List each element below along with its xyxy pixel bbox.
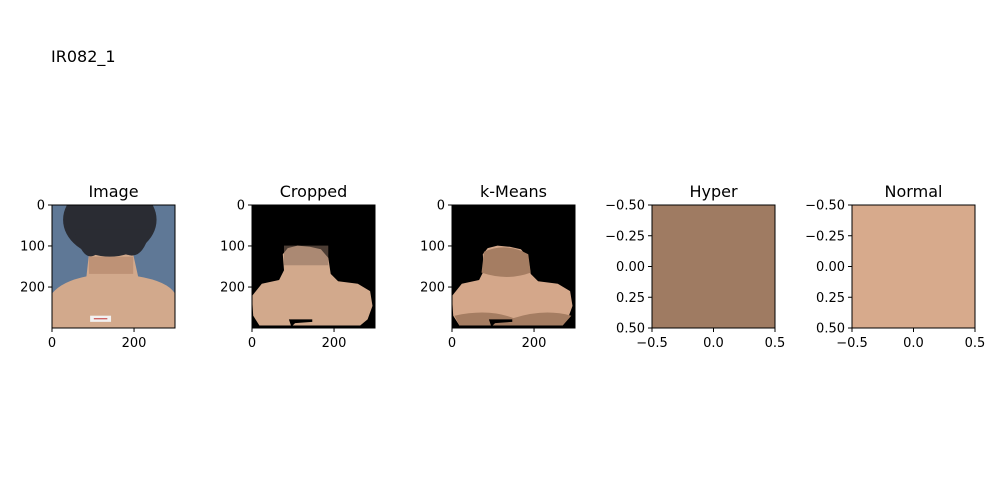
x-tick-label: 0	[248, 336, 256, 351]
panel-swatch: Normal −0.5 0.0 0.5 −0.50 −0.25 0.00 0.25 0.50	[805, 182, 985, 351]
back-skin	[52, 254, 175, 328]
x-tick-label: −0.5	[636, 336, 668, 351]
x-tick-label: 0.0	[903, 336, 924, 351]
neck-dark-area	[283, 245, 329, 266]
y-tick-label: 200	[20, 281, 45, 296]
x-tick-label: 0.5	[965, 336, 986, 351]
skin-region	[252, 245, 373, 326]
x-tick-label: 0.5	[765, 336, 786, 351]
panel-photo: Image 0 200 0 100 200	[20, 182, 176, 351]
y-tick-label: −0.50	[805, 199, 845, 214]
y-tick-label: 0	[237, 199, 245, 214]
figure-title: IR082_1	[51, 47, 116, 66]
y-tick-label: −0.25	[605, 229, 645, 244]
y-tick-label: 0.00	[616, 260, 645, 275]
axes-frame	[51, 204, 176, 329]
color-swatch	[652, 205, 775, 328]
x-tick-label: 0	[48, 336, 56, 351]
y-tick-label: −0.25	[805, 229, 845, 244]
color-swatch	[852, 205, 975, 328]
y-tick-label: 0.25	[616, 291, 645, 306]
panel-swatch: Hyper −0.5 0.0 0.5 −0.50 −0.25 0.00 0.25 0.50	[605, 182, 785, 351]
y-tick-label: 100	[420, 239, 445, 254]
neck-shadow	[88, 256, 134, 274]
panel-image	[252, 205, 375, 328]
axes-frame	[251, 204, 376, 329]
y-tick-label: 0.25	[816, 291, 845, 306]
masked-label-gap	[288, 319, 313, 327]
axes-frame	[451, 204, 576, 329]
x-tick-label: 200	[322, 336, 347, 351]
x-tick-label: 0.0	[703, 336, 724, 351]
y-tick-label: 0	[437, 199, 445, 214]
masked-label-gap	[488, 319, 513, 327]
y-tick-label: 100	[220, 239, 245, 254]
panel-title: k-Means	[480, 182, 547, 201]
y-tick-label: 100	[20, 239, 45, 254]
panel-cropped: Cropped 0 200 0 100 200	[220, 182, 376, 351]
y-tick-label: 200	[420, 281, 445, 296]
skin-region	[452, 245, 573, 326]
y-tick-label: 0.50	[816, 322, 845, 337]
x-tick-label: 0	[448, 336, 456, 351]
y-tick-label: −0.50	[605, 199, 645, 214]
cluster-dark-bottom	[454, 312, 572, 326]
hair-lower	[74, 229, 151, 257]
y-tick-label: 0.50	[616, 322, 645, 337]
x-tick-label: −0.5	[836, 336, 868, 351]
panel-title: Hyper	[689, 182, 738, 201]
panel-image	[452, 205, 575, 328]
y-tick-label: 200	[220, 281, 245, 296]
cluster-dark-neck	[481, 247, 531, 277]
panel-title: Normal	[885, 182, 943, 201]
panel-title: Cropped	[280, 182, 348, 201]
panel-title: Image	[88, 182, 138, 201]
panel-kmeans: k-Means 0 200 0 100 200	[420, 182, 576, 351]
y-tick-label: 0.00	[816, 260, 845, 275]
x-tick-label: 200	[122, 336, 147, 351]
panel-image	[52, 205, 175, 328]
panel-image	[852, 205, 975, 328]
y-tick-label: 0	[37, 199, 45, 214]
panel-image	[652, 205, 775, 328]
x-tick-label: 200	[522, 336, 547, 351]
